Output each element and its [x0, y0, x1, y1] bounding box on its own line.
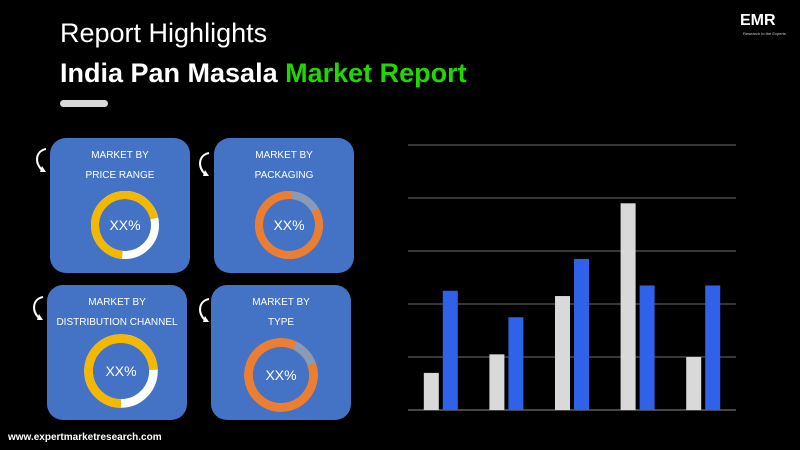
cycle-arrow-icon	[199, 298, 210, 322]
card-packaging-label-line2: PACKAGING	[254, 170, 314, 181]
card-price-range-label: MARKET BY PRICE RANGE	[50, 146, 190, 186]
cycle-arrow-icon	[36, 148, 47, 172]
chart-bar-series1-cat2	[489, 354, 505, 410]
card-type-label-line1: MARKET BY	[252, 297, 310, 308]
cycle-arrow-icon	[199, 152, 210, 176]
chart-bar-series2-cat4	[639, 285, 655, 410]
card-type-label: MARKET BY TYPE	[211, 293, 351, 333]
packaging-value: XX%	[273, 217, 305, 233]
card-distribution-label: MARKET BY DISTRIBUTION CHANNEL	[47, 293, 187, 333]
cycle-arrow-icon	[33, 296, 44, 320]
packaging-donut	[255, 191, 323, 259]
report-title-main: India Pan Masala	[60, 58, 286, 88]
distribution-donut	[84, 334, 158, 408]
chart-bar-series1-cat5	[686, 357, 702, 410]
emr-logo: EMR Research to the Experts	[740, 12, 788, 40]
card-distribution-label-line2: DISTRIBUTION CHANNEL	[56, 317, 178, 328]
distribution-value: XX%	[105, 363, 137, 379]
card-type: MARKET BY TYPE XX%	[211, 285, 351, 420]
type-value: XX%	[265, 367, 297, 383]
chart-bar-series2-cat1	[442, 290, 458, 410]
price-range-donut	[91, 191, 159, 259]
card-price-range-label-line1: MARKET BY	[91, 150, 149, 161]
type-donut	[244, 338, 318, 412]
price-range-value: XX%	[109, 217, 141, 233]
report-title-accent: Market Report	[285, 58, 467, 88]
price-range-donut-arc	[91, 191, 159, 259]
report-header-line1: Report Highlights	[60, 18, 268, 48]
card-distribution-label-line1: MARKET BY	[88, 297, 146, 308]
card-price-range-label-line2: PRICE RANGE	[85, 170, 155, 181]
chart-bar-series1-cat4	[620, 203, 636, 410]
chart-bar-series2-cat3	[574, 258, 589, 410]
chart-bar-series2-cat2	[508, 317, 524, 410]
card-price-range: MARKET BY PRICE RANGE XX%	[50, 138, 190, 273]
packaging-donut-arc	[255, 191, 323, 259]
chart-bar-series1-cat3	[555, 296, 570, 410]
card-packaging: MARKET BY PACKAGING XX%	[214, 138, 354, 273]
chart-bar-series1-cat1	[423, 372, 439, 410]
report-title: India Pan Masala Market Report	[60, 58, 467, 89]
card-packaging-label: MARKET BY PACKAGING	[214, 146, 354, 186]
card-packaging-label-line1: MARKET BY	[255, 150, 313, 161]
chart-bar-series2-cat5	[705, 285, 721, 410]
emr-logo-text: EMR	[740, 12, 776, 29]
distribution-donut-arc	[84, 334, 158, 408]
emr-logo-subtext: Research to the Experts	[743, 31, 786, 36]
card-type-label-line2: TYPE	[267, 317, 295, 328]
card-distribution-channel: MARKET BY DISTRIBUTION CHANNEL XX%	[47, 285, 187, 420]
title-underline	[60, 100, 108, 107]
footer-url[interactable]: www.expertmarketresearch.com	[8, 432, 162, 443]
